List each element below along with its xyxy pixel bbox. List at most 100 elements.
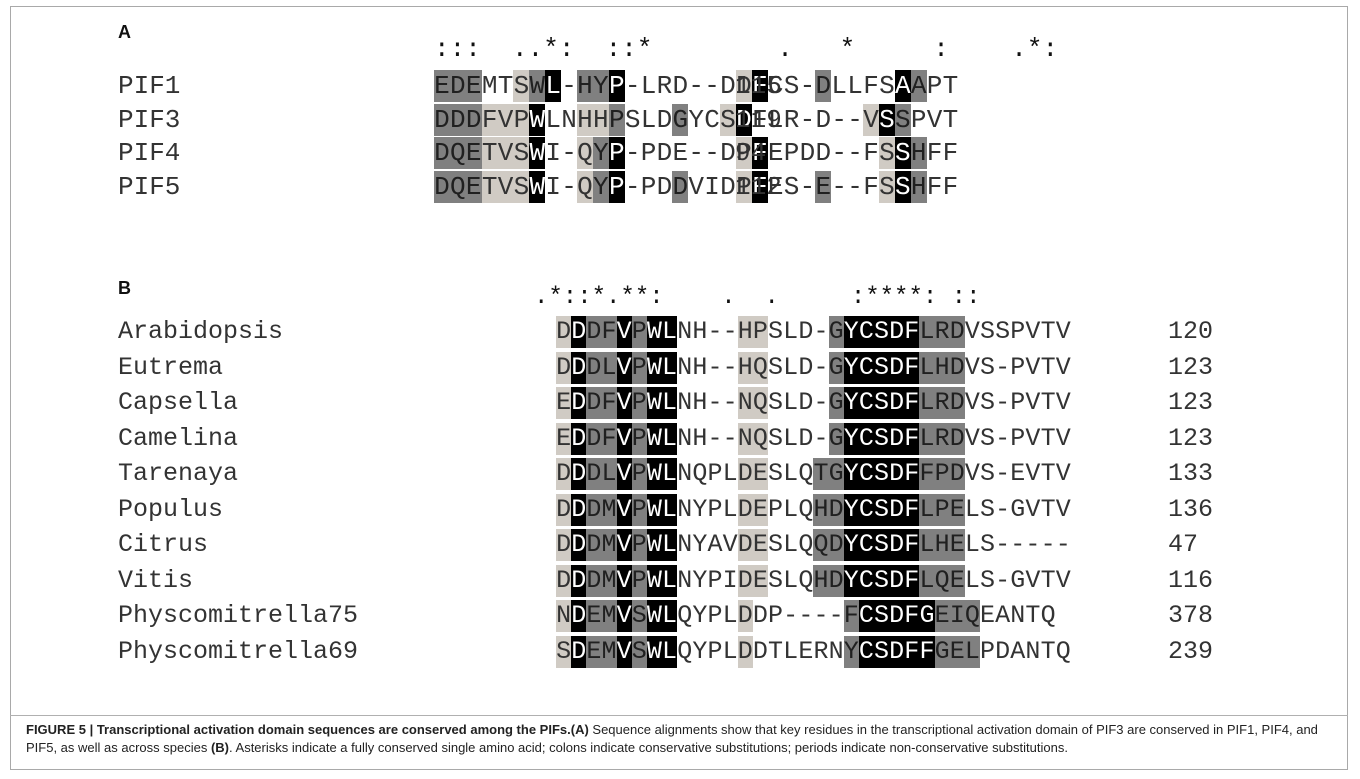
residue: R xyxy=(934,316,950,348)
residue: N xyxy=(677,530,693,559)
residue: V xyxy=(1055,459,1071,488)
residue: F xyxy=(926,138,943,168)
residue: L xyxy=(919,387,935,419)
residue: G xyxy=(828,316,844,348)
residue: E xyxy=(767,171,784,202)
residue: D xyxy=(815,104,832,135)
residue: H xyxy=(577,103,593,136)
residue: M xyxy=(601,564,617,597)
residue: V xyxy=(616,564,632,597)
sequence-position: 47 xyxy=(1168,530,1199,559)
residue: D xyxy=(995,636,1011,666)
residue: V xyxy=(688,171,704,202)
residue: - xyxy=(995,388,1011,417)
residue: E xyxy=(767,138,784,168)
residue: S xyxy=(873,493,890,526)
residue: Q xyxy=(449,170,466,203)
residue: P xyxy=(783,138,800,168)
residue: D xyxy=(735,103,752,136)
residue: F xyxy=(904,493,920,526)
residue: - xyxy=(688,71,704,101)
residue: D xyxy=(465,103,482,136)
residue: L xyxy=(919,351,935,384)
residue: D xyxy=(434,137,450,169)
residue: P xyxy=(513,103,530,136)
residue: Q xyxy=(1040,601,1056,630)
residue: F xyxy=(942,171,959,202)
residue: L xyxy=(783,636,799,666)
residue: - xyxy=(1025,530,1041,559)
residue: F xyxy=(751,170,768,203)
residue: V xyxy=(616,635,632,668)
sequence-name: Capsella xyxy=(118,388,239,417)
residue: N xyxy=(677,317,693,346)
residue: L xyxy=(722,636,738,666)
residue: F xyxy=(904,351,920,384)
residue: V xyxy=(722,530,738,559)
residue: - xyxy=(995,494,1011,524)
residue: Q xyxy=(813,529,829,561)
residue: E xyxy=(980,601,996,630)
residue: C xyxy=(858,422,874,455)
residue: F xyxy=(904,316,920,348)
residue: D xyxy=(586,564,602,597)
residue: V xyxy=(616,351,632,384)
residue: G xyxy=(828,458,844,490)
residue: S xyxy=(513,170,530,203)
residue: V xyxy=(616,600,632,632)
residue: D xyxy=(434,170,450,203)
residue: P xyxy=(980,636,996,666)
residue: L xyxy=(722,459,738,488)
residue: Y xyxy=(692,565,708,595)
residue: S xyxy=(624,104,641,135)
residue: M xyxy=(601,635,617,668)
residue: W xyxy=(646,635,662,668)
residue: Q xyxy=(752,422,768,455)
residue: W xyxy=(646,493,662,526)
residue: - xyxy=(707,352,723,382)
residue: S xyxy=(873,387,890,419)
sequence-name: Camelina xyxy=(118,423,239,453)
sequence-position: 123 xyxy=(1168,423,1214,453)
residue: W xyxy=(646,351,662,384)
residue: D xyxy=(889,351,905,384)
caption-text-1: Sequence alignments show that key residu… xyxy=(26,722,1318,755)
residue: T xyxy=(1040,388,1056,417)
residue: F xyxy=(751,104,768,135)
residue: P xyxy=(608,70,625,102)
residue: - xyxy=(995,565,1011,595)
residue: D xyxy=(752,636,768,666)
residue: P xyxy=(631,564,647,597)
residue: L xyxy=(847,71,863,101)
residue: D xyxy=(737,493,753,526)
residue: Q xyxy=(934,564,950,597)
residue: W xyxy=(646,529,662,561)
sequence-name: PIF4 xyxy=(118,138,181,168)
residue: F xyxy=(919,458,935,490)
residue: E xyxy=(752,458,768,490)
residue: F xyxy=(863,171,879,202)
residue: S xyxy=(879,71,895,101)
residue: E xyxy=(556,422,572,455)
residue: H xyxy=(813,493,829,526)
residue: - xyxy=(561,71,577,101)
residue: S xyxy=(980,530,996,559)
sequence-name: PIF1 xyxy=(118,71,181,101)
residue: - xyxy=(828,601,844,630)
residue: E xyxy=(465,170,482,203)
residue: P xyxy=(608,170,625,203)
residue: - xyxy=(783,601,799,630)
residue: V xyxy=(616,387,632,419)
residue: P xyxy=(768,601,784,630)
residue: N xyxy=(556,600,572,632)
residue: H xyxy=(910,170,927,203)
residue: N xyxy=(677,352,693,382)
residue: S xyxy=(768,352,784,382)
residue: D xyxy=(889,529,905,561)
residue: L xyxy=(601,458,617,490)
residue: - xyxy=(798,601,814,630)
residue: V xyxy=(1025,565,1041,595)
residue: F xyxy=(601,422,617,455)
